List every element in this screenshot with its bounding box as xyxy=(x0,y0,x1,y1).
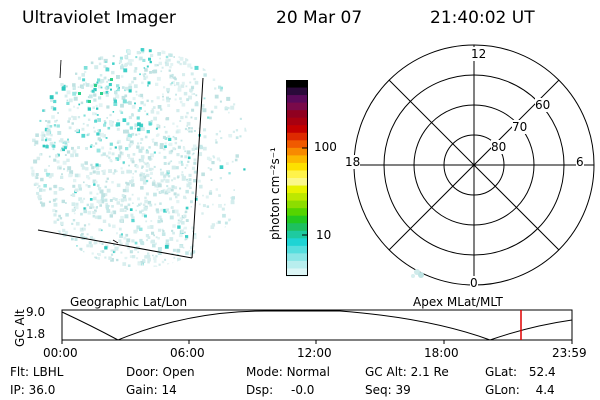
boundary-line xyxy=(37,229,193,259)
info-glon: GLon: 4.4 xyxy=(485,383,555,397)
colorbar-tick-label-10: 10 xyxy=(316,228,332,242)
timeline-ytick-low: 1.8 xyxy=(26,327,46,341)
info-glat: GLat: 52.4 xyxy=(485,365,556,379)
uv-emission-speckles xyxy=(30,48,249,268)
info-gain: Gain: 14 xyxy=(126,383,177,397)
info-dsp: Dsp: -0.0 xyxy=(246,383,315,397)
timeline-xtick-1200: 12:00 xyxy=(297,346,332,360)
info-mode: Mode: Normal xyxy=(246,365,330,379)
info-flt: Flt: LBHL xyxy=(10,365,64,379)
terminator-line xyxy=(191,77,204,259)
boundary-tick xyxy=(112,239,119,244)
disk-edge-tick xyxy=(59,59,62,79)
app-title: Ultraviolet Imager xyxy=(22,8,176,28)
lat-label-70: 70 xyxy=(512,120,528,134)
time-readout: 21:40:02 UT xyxy=(430,8,535,28)
timeline-xticks xyxy=(61,340,573,344)
timeline-ytick-high: 9.0 xyxy=(26,305,46,319)
timeline-xtick-0600: 06:00 xyxy=(170,346,205,360)
info-seq: Seq: 39 xyxy=(365,383,411,397)
info-door: Door: Open xyxy=(126,365,195,379)
timeline-xtick-1800: 18:00 xyxy=(424,346,459,360)
timeline-left-label: Geographic Lat/Lon xyxy=(70,295,188,309)
polar-emission-patch xyxy=(411,269,424,278)
timeline-right-label: Apex MLat/MLT xyxy=(413,295,503,309)
timeline-frame xyxy=(61,309,573,341)
colorbar xyxy=(286,80,308,277)
polar-diagonal-2 xyxy=(388,79,560,251)
timeline-xtick-2359: 23:59 xyxy=(552,346,587,360)
mlt-label-18: 18 xyxy=(345,155,361,169)
date-readout: 20 Mar 07 xyxy=(276,8,363,28)
mlt-label-0: 0 xyxy=(470,276,478,290)
mlt-label-6: 6 xyxy=(576,155,584,169)
lat-label-60: 60 xyxy=(535,98,551,112)
info-gc-alt: GC Alt: 2.1 Re xyxy=(365,365,449,379)
info-ip: IP: 36.0 xyxy=(10,383,56,397)
colorbar-tick-label-100: 100 xyxy=(314,140,337,154)
altitude-curve xyxy=(61,310,573,341)
lat-label-80: 80 xyxy=(491,140,507,154)
timeline-xtick-0000: 00:00 xyxy=(43,346,78,360)
mlt-label-12: 12 xyxy=(470,47,488,61)
